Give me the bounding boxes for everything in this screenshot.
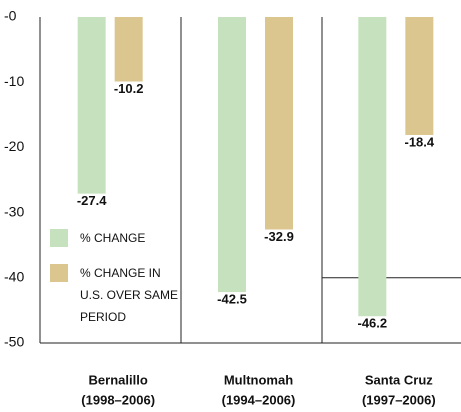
value-label: -42.5: [217, 292, 247, 307]
bar: [77, 17, 106, 196]
label-bg: [110, 81, 147, 98]
y-tick-label: -0: [4, 8, 17, 24]
value-label: -18.4: [405, 134, 435, 149]
x-tick-label: (1998–2006): [81, 392, 155, 407]
bar: [218, 17, 246, 295]
x-tick-label: Santa Cruz: [365, 372, 433, 387]
y-tick-label: -20: [4, 138, 24, 154]
bar: [358, 17, 387, 319]
legend-label: % CHANGE: [80, 231, 146, 245]
value-label: -46.2: [358, 316, 388, 331]
legend-swatch: [50, 229, 68, 247]
bar: [114, 17, 143, 84]
label-bg: [73, 193, 110, 210]
label-bg: [401, 134, 438, 151]
label-bg: [354, 316, 391, 333]
value-label: -10.2: [114, 81, 144, 96]
label-bg: [214, 292, 250, 309]
y-tick-label: -30: [4, 203, 24, 219]
legend-label: % CHANGE IN U.S. OVER SAME PERIOD: [80, 266, 179, 324]
y-tick-label: -10: [4, 73, 24, 89]
x-tick-label: (1994–2006): [222, 392, 296, 407]
x-tick-label: Bernalillo: [89, 372, 148, 387]
x-tick-label: Multnomah: [224, 372, 293, 387]
value-label: -27.4: [77, 193, 107, 208]
x-tick-label: (1997–2006): [362, 392, 436, 407]
legend-swatch: [50, 264, 68, 282]
bar: [265, 17, 293, 232]
label-bg: [261, 229, 297, 246]
value-label: -32.9: [264, 229, 294, 244]
y-tick-label: -40: [4, 269, 24, 285]
bar: [405, 17, 434, 137]
y-tick-label: -50: [4, 334, 24, 350]
